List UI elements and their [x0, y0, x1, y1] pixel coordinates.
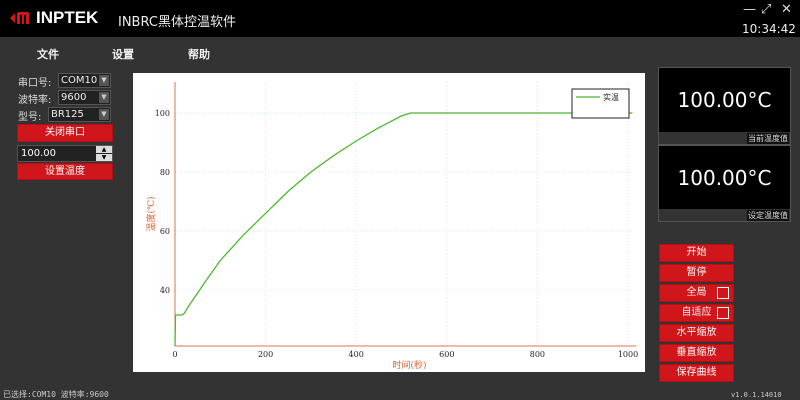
model-label: 型号: — [18, 112, 42, 123]
chart-panel: 0 200 400 600 800 1000 40 60 80 100 时间(秒) 温度(℃) 实温 — [133, 73, 645, 372]
model-select[interactable]: BR125 ▼ — [48, 107, 111, 122]
series-line — [174, 112, 633, 347]
baud-value: 9600 — [61, 92, 87, 103]
version-label: v1.0.1.14010 — [731, 391, 782, 399]
menu-help[interactable]: 帮助 — [188, 48, 210, 61]
port-label: 串口号: — [18, 78, 52, 89]
y-axis-label: 温度(℃) — [145, 196, 157, 231]
legend-label: 实温 — [603, 92, 619, 102]
port-value: COM10 — [61, 75, 98, 86]
baud-label: 波特率: — [18, 95, 52, 106]
y-tick-label: 100 — [155, 109, 170, 118]
global-checkbox[interactable] — [717, 287, 729, 299]
current-temp-value: 100.00°C — [677, 88, 772, 112]
global-label: 全局 — [686, 287, 707, 298]
horizontal-zoom-button[interactable]: 水平缩放 — [659, 324, 734, 342]
setpoint-spinbox[interactable]: 100.00 ▲ ▼ — [17, 145, 113, 162]
y-tick-label: 40 — [160, 286, 170, 295]
chevron-down-icon: ▼ — [99, 75, 109, 86]
clock: 10:34:42 — [742, 22, 796, 36]
port-select[interactable]: COM10 ▼ — [58, 73, 111, 88]
x-tick-label: 800 — [530, 350, 545, 359]
menu-settings[interactable]: 设置 — [112, 48, 134, 61]
model-value: BR125 — [51, 109, 84, 120]
x-tick-label: 400 — [349, 350, 364, 359]
set-temp-label: 设定温度值 — [747, 210, 789, 221]
y-tick-label: 60 — [160, 227, 170, 236]
minimize-button[interactable]: — — [743, 2, 756, 17]
adaptive-button[interactable]: 自适应 — [659, 304, 734, 322]
chevron-down-icon: ▼ — [99, 92, 109, 103]
x-axis-label: 时间(秒) — [392, 359, 426, 371]
y-tick-label: 80 — [160, 168, 170, 177]
logo-text: INPTEK — [36, 8, 99, 27]
temperature-chart: 0 200 400 600 800 1000 40 60 80 100 时间(秒) 温度(℃) 实温 — [145, 82, 638, 371]
current-temp-display: 100.00°C 当前温度值 — [658, 67, 791, 145]
setpoint-input[interactable]: 100.00 — [21, 148, 56, 159]
spin-up-icon[interactable]: ▲ — [96, 146, 112, 153]
global-button[interactable]: 全局 — [659, 284, 734, 302]
set-temp-display: 100.00°C 设定温度值 — [658, 145, 791, 222]
app-title: INBRC黑体控温软件 — [118, 15, 236, 30]
x-tick-label: 600 — [439, 350, 454, 359]
vertical-zoom-button[interactable]: 垂直缩放 — [659, 344, 734, 362]
set-temp-value: 100.00°C — [677, 166, 772, 190]
save-curve-button[interactable]: 保存曲线 — [659, 364, 734, 382]
legend-box — [571, 88, 630, 119]
chevron-down-icon: ▼ — [99, 109, 109, 120]
close-port-button[interactable]: 关闭串口 — [17, 124, 113, 142]
title-bar: INPTEK INBRC黑体控温软件 — ⤢ ✕ 10:34:42 — [0, 0, 800, 37]
status-bar: 已选择:COM10 波特率:9600 — [3, 390, 109, 399]
pause-button[interactable]: 暂停 — [659, 264, 734, 282]
logo-icon — [10, 12, 29, 24]
set-temp-button[interactable]: 设置温度 — [17, 163, 113, 180]
menu-file[interactable]: 文件 — [37, 48, 59, 61]
baud-select[interactable]: 9600 ▼ — [58, 90, 111, 105]
x-tick-label: 200 — [258, 350, 273, 359]
current-temp-label: 当前温度值 — [747, 133, 789, 144]
spin-down-icon[interactable]: ▼ — [96, 154, 112, 161]
x-tick-label: 0 — [172, 350, 177, 359]
x-tick-label: 1000 — [618, 350, 638, 359]
close-button[interactable]: ✕ — [781, 2, 792, 17]
maximize-button[interactable]: ⤢ — [761, 2, 772, 17]
adaptive-checkbox[interactable] — [717, 307, 729, 319]
logo: INPTEK — [10, 8, 98, 28]
start-button[interactable]: 开始 — [659, 244, 734, 262]
adaptive-label: 自适应 — [681, 307, 712, 318]
